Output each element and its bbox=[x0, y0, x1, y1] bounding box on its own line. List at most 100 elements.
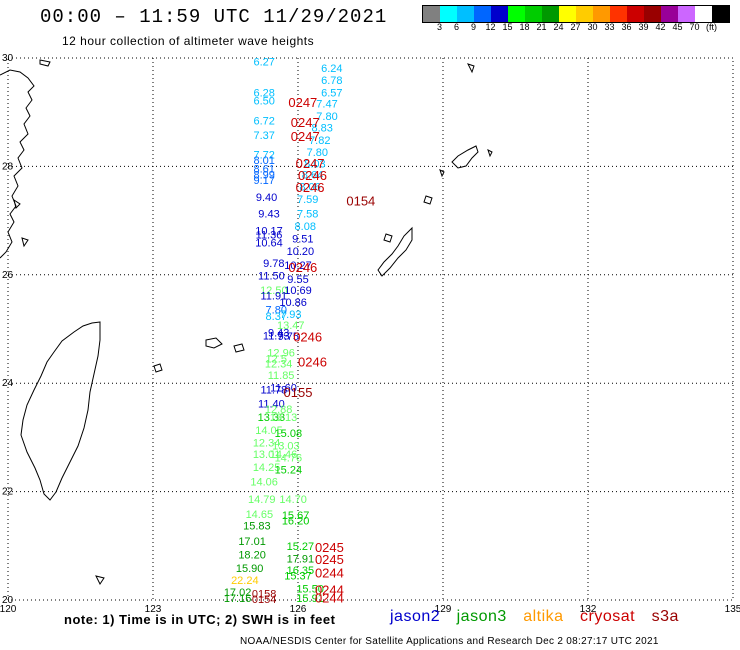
longitude-tick-label: 132 bbox=[580, 604, 597, 615]
satellite-legend: jason2 jason3 altika cryosat s3a bbox=[390, 608, 691, 626]
longitude-tick-label: 120 bbox=[0, 604, 17, 615]
coastlines bbox=[0, 59, 493, 585]
wave-height-value: 9.43 bbox=[268, 327, 289, 339]
pass-time-label: 0246 bbox=[298, 355, 327, 370]
china-coast-islets bbox=[13, 59, 51, 248]
wave-height-value: 7.80 bbox=[307, 147, 328, 159]
wave-height-value: 22.24 bbox=[231, 575, 259, 587]
wave-height-value: 14.46 bbox=[270, 449, 298, 461]
pass-time-label: 0246 bbox=[293, 330, 322, 345]
wave-height-value: 16.20 bbox=[282, 515, 310, 527]
wave-height-value: 11.73 bbox=[263, 331, 290, 343]
wave-height-value: 14.25 bbox=[253, 462, 281, 474]
wave-height-value: 7.37 bbox=[253, 130, 274, 142]
color-swatch bbox=[457, 6, 474, 22]
wave-height-value: 6.50 bbox=[253, 95, 274, 107]
pass-time-label: 0154 bbox=[346, 194, 375, 209]
wave-height-value: 9.40 bbox=[256, 192, 277, 204]
latitude-tick-label: 24 bbox=[2, 378, 14, 389]
wave-height-value: 15.90 bbox=[236, 563, 264, 575]
color-swatch bbox=[712, 6, 729, 22]
page-subtitle: 12 hour collection of altimeter wave hei… bbox=[62, 34, 315, 48]
color-scale-label: 15 bbox=[502, 22, 513, 32]
wave-height-value: 7.80 bbox=[266, 304, 287, 316]
islet-4 bbox=[487, 149, 493, 158]
latitude-tick-label: 20 bbox=[2, 595, 14, 606]
wave-height-value: 8.37 bbox=[266, 311, 287, 323]
wave-height-value: 6.24 bbox=[321, 63, 342, 75]
color-scale-label: 42 bbox=[655, 22, 666, 32]
longitude-tick-label: 135 bbox=[725, 604, 740, 615]
wave-height-value: 17.16 bbox=[224, 593, 252, 605]
wave-height-value: 8.03 bbox=[304, 159, 325, 171]
wave-height-value: 13.01 bbox=[253, 449, 281, 461]
wave-height-value: 14.76 bbox=[275, 452, 303, 464]
wave-height-value: 15.27 bbox=[287, 541, 315, 553]
wave-height-value: 9.51 bbox=[292, 233, 313, 245]
wave-height-value: 15.50 bbox=[296, 584, 324, 596]
color-swatch bbox=[593, 6, 610, 22]
wave-height-value: 11.40 bbox=[258, 398, 285, 410]
longitude-tick-label: 129 bbox=[435, 604, 452, 615]
wave-height-value: 7.93 bbox=[280, 309, 301, 321]
wave-height-value: 8.64 bbox=[302, 170, 323, 182]
color-scale-label: 12 bbox=[485, 22, 496, 32]
pass-time-label: 0247 bbox=[296, 156, 325, 171]
wave-height-value: 17.01 bbox=[238, 536, 266, 548]
longitude-tick-label: 126 bbox=[290, 604, 307, 615]
color-swatch bbox=[610, 6, 627, 22]
wave-height-value: 7.82 bbox=[309, 135, 330, 147]
wave-height-value: 10.17 bbox=[255, 225, 283, 237]
latitude-tick-label: 28 bbox=[2, 161, 14, 172]
legend-jason3: jason3 bbox=[456, 608, 507, 625]
wave-height-value: 12.34 bbox=[265, 359, 293, 371]
wave-height-value: 7.47 bbox=[316, 99, 337, 111]
color-swatch bbox=[525, 6, 542, 22]
wave-height-value: 15.37 bbox=[284, 571, 312, 583]
color-scale-label: 70 bbox=[689, 22, 700, 32]
color-scale-bar bbox=[422, 5, 730, 23]
wave-height-value: 11.85 bbox=[268, 370, 295, 382]
wave-height-value: 17.02 bbox=[224, 587, 252, 599]
color-scale-label: 45 bbox=[672, 22, 683, 32]
color-scale-label: 39 bbox=[638, 22, 649, 32]
amami-coastline bbox=[451, 145, 479, 169]
color-scale-label: 3 bbox=[436, 22, 442, 32]
legend-altika: altika bbox=[523, 608, 564, 625]
wave-height-value: 6.72 bbox=[253, 115, 274, 127]
pass-time-label: 0245 bbox=[315, 552, 344, 567]
wave-height-value: 15.24 bbox=[275, 464, 303, 476]
map-frame bbox=[7, 57, 734, 601]
wave-height-value: 8.61 bbox=[253, 164, 274, 176]
wave-height-value: 9.78 bbox=[263, 258, 284, 270]
wave-height-value: 14.06 bbox=[250, 476, 278, 488]
wave-height-value: 13.47 bbox=[277, 320, 305, 332]
pass-time-label: 0244 bbox=[315, 583, 344, 598]
wave-height-observations: 6.276.246.786.28 6.576.50 7.477.806.728.83… bbox=[224, 56, 343, 606]
pass-time-label: 0247 bbox=[291, 129, 320, 144]
wave-height-value: 8.06 bbox=[299, 181, 320, 193]
wave-height-value: 13.13 bbox=[270, 412, 298, 424]
wave-height-value: 7.58 bbox=[297, 209, 318, 221]
pass-time-labels: 0247024702470247024602460154024602460246… bbox=[284, 95, 376, 605]
color-scale-label: 9 bbox=[470, 22, 476, 32]
wave-height-value: 14.79 bbox=[248, 494, 276, 506]
wave-height-value: 11.50 bbox=[258, 270, 285, 282]
wave-height-value: 9.43 bbox=[258, 209, 279, 221]
wave-height-value: 7.80 bbox=[316, 111, 337, 123]
wave-height-value: 14.05 bbox=[255, 425, 283, 437]
wave-height-value: 10.86 bbox=[279, 297, 307, 309]
latitude-tick-label: 30 bbox=[2, 53, 14, 64]
wave-height-value: 16.35 bbox=[287, 565, 315, 577]
wave-height-value: 6.28 bbox=[253, 88, 274, 100]
color-scale-label: 24 bbox=[553, 22, 564, 32]
color-scale-label: 6 bbox=[453, 22, 459, 32]
pass-time-label: 0245 bbox=[315, 540, 344, 555]
pass-time-label: 0247 bbox=[291, 115, 320, 130]
islet-2 bbox=[383, 233, 393, 243]
color-scale-label: 18 bbox=[519, 22, 530, 32]
wave-height-value: 8.08 bbox=[295, 221, 316, 233]
color-scale-label: 30 bbox=[587, 22, 598, 32]
wave-height-value: 15.08 bbox=[275, 428, 303, 440]
